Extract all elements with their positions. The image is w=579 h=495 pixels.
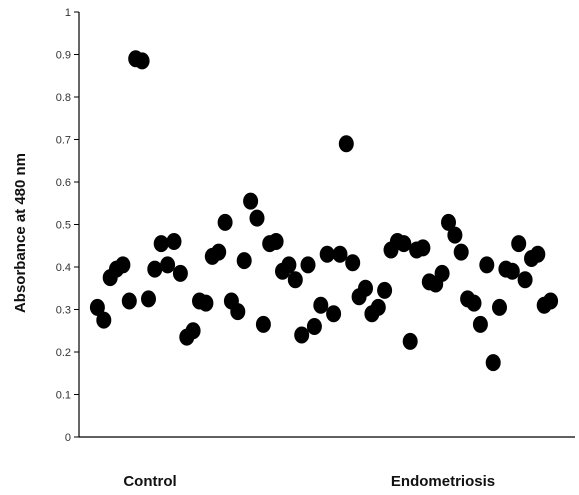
data-point [300, 256, 316, 274]
data-point [319, 245, 335, 263]
data-point [472, 315, 488, 333]
y-axis: 0 0.1 0.2 0.3 0.4 0.5 0.6 0.7 0.8 0.9 1 [56, 7, 80, 444]
data-point [198, 294, 214, 312]
data-point [306, 318, 322, 335]
category-labels: Control Endometriosis [123, 473, 495, 490]
y-tick-label: 0 [65, 432, 71, 444]
data-point [441, 213, 456, 231]
data-point [243, 192, 259, 210]
data-point [185, 322, 201, 340]
data-point [134, 52, 150, 70]
y-tick-label: 0.4 [56, 262, 71, 274]
data-point [255, 315, 271, 333]
y-tick-label: 1 [65, 7, 71, 19]
data-point [89, 298, 105, 316]
data-point [236, 252, 252, 270]
data-point [492, 298, 507, 316]
data-point [160, 256, 176, 274]
data-point [147, 260, 163, 278]
data-point [479, 256, 495, 274]
data-point [447, 226, 463, 244]
data-point [338, 135, 354, 153]
data-point [217, 213, 233, 231]
data-point [96, 311, 112, 329]
data-point [485, 354, 501, 372]
y-axis-title-group: Absorbance at 480 nm [12, 153, 29, 313]
y-tick-label: 0.3 [56, 305, 71, 317]
data-point [466, 294, 482, 312]
data-point [377, 281, 393, 299]
data-point [249, 209, 265, 227]
category-label: Control [123, 473, 176, 490]
data-point [370, 298, 386, 316]
data-point [313, 296, 329, 314]
y-tick-label: 0.2 [56, 347, 71, 359]
y-tick-label: 0.1 [56, 390, 71, 402]
data-point [115, 256, 131, 274]
data-point [281, 256, 297, 274]
data-point [287, 271, 303, 289]
y-tick-label: 0.6 [56, 177, 71, 189]
data-point [504, 262, 520, 280]
data-point [511, 235, 527, 253]
data-point [530, 245, 546, 263]
data-point [166, 233, 182, 250]
data-point [543, 292, 559, 310]
data-point [396, 235, 412, 253]
data-point [268, 233, 284, 250]
y-tick-label: 0.8 [56, 92, 71, 104]
category-label: Endometriosis [391, 473, 495, 490]
data-point [230, 303, 246, 321]
data-point [121, 292, 137, 310]
data-point [345, 254, 361, 272]
data-point [294, 326, 310, 344]
y-tick-label: 0.5 [56, 220, 71, 232]
y-tick-label: 0.7 [56, 135, 71, 147]
data-point [172, 264, 188, 282]
y-tick-label: 0.9 [56, 50, 71, 62]
data-point [211, 243, 227, 261]
data-point [415, 239, 431, 257]
data-point [141, 290, 156, 308]
data-point [517, 271, 533, 289]
data-point [402, 332, 418, 350]
data-point [332, 245, 348, 263]
data-point [453, 243, 469, 261]
y-axis-title: Absorbance at 480 nm [12, 153, 29, 313]
data-point [153, 235, 169, 253]
data-point [326, 305, 342, 323]
data-point [434, 264, 450, 282]
data-point [358, 279, 373, 297]
data-points [89, 50, 559, 372]
